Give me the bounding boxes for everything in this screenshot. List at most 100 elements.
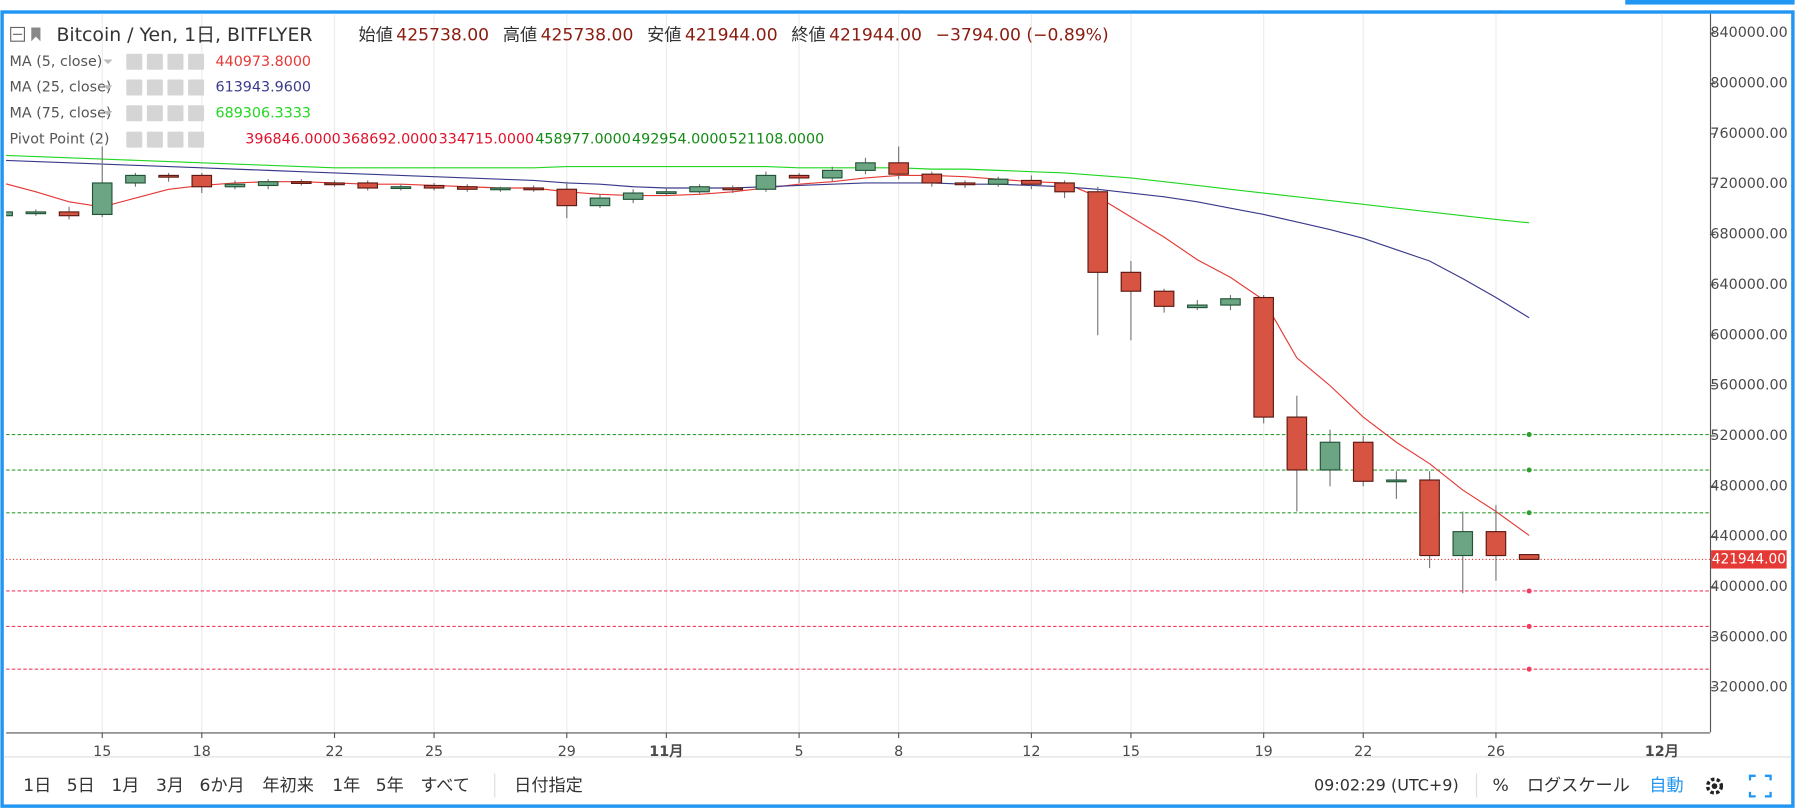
candle-body	[1187, 304, 1208, 309]
pivot-dot	[1526, 467, 1532, 473]
candle-body	[257, 181, 279, 187]
indicator-button[interactable]	[167, 105, 184, 122]
indicator-button[interactable]	[188, 79, 205, 96]
candle-body	[490, 187, 511, 191]
candle-body	[91, 182, 113, 216]
x-tick-label: 15	[93, 744, 111, 760]
indicator-button[interactable]	[188, 131, 205, 148]
candle-body	[456, 186, 478, 190]
y-tick-label: 680000.00	[1710, 227, 1787, 243]
candle-body	[855, 162, 876, 171]
candle-body	[324, 182, 345, 186]
candle-body	[888, 162, 909, 175]
indicator-button[interactable]	[126, 79, 143, 96]
pivot-dot	[1526, 623, 1532, 629]
indicator-button[interactable]	[126, 53, 143, 70]
ma-line	[6, 154, 1530, 224]
candle-body	[1220, 298, 1241, 306]
range-button[interactable]: 1年	[332, 776, 360, 796]
pivot-dot	[1526, 666, 1532, 672]
y-tick-label: 720000.00	[1710, 176, 1787, 192]
candle-body	[1253, 296, 1274, 418]
candle-body	[125, 174, 146, 184]
range-button[interactable]: 1月	[111, 776, 139, 796]
candle-body	[423, 184, 445, 189]
range-button[interactable]: すべて	[420, 776, 470, 796]
indicator-value: 613943.9600	[216, 80, 312, 96]
flag-icon[interactable]	[31, 27, 41, 42]
x-tick-label: 15	[1122, 744, 1140, 760]
indicator-button[interactable]	[167, 131, 184, 148]
settings-icon[interactable]	[1705, 777, 1724, 795]
log-button[interactable]: ログスケール	[1527, 776, 1630, 796]
candle-body	[291, 181, 312, 184]
candle-body	[788, 174, 810, 179]
indicator-button[interactable]	[146, 131, 163, 148]
pivot-dot	[1526, 432, 1532, 438]
y-tick-label: 800000.00	[1710, 76, 1787, 92]
y-tick-label: 560000.00	[1710, 378, 1787, 394]
symbol: Bitcoin / Yen, 1日, BITFLYER	[56, 24, 312, 46]
indicator-button[interactable]	[126, 105, 143, 122]
candle-body	[1518, 554, 1540, 560]
candle-body	[1352, 441, 1374, 482]
x-tick-label: 22	[1354, 744, 1372, 760]
indicator-button[interactable]	[167, 53, 184, 70]
date-button[interactable]: 日付指定	[514, 776, 583, 796]
candle-body	[656, 191, 677, 195]
candle-body	[1319, 441, 1341, 471]
pivot-value: 334715.0000	[439, 132, 535, 148]
fullscreen-icon[interactable]	[1748, 774, 1772, 798]
indicator-menu[interactable]	[103, 85, 113, 90]
ohlc-value: 425738.00	[541, 25, 634, 45]
ohlc-value: 425738.00	[396, 25, 489, 45]
candle-body	[1386, 479, 1407, 483]
indicator-button[interactable]	[167, 79, 184, 96]
candle-body	[1087, 191, 1109, 273]
ohlc-name: 終値	[791, 25, 825, 45]
candle-body	[556, 188, 578, 207]
x-tick-label: 19	[1255, 744, 1273, 760]
pivot-dot	[1526, 510, 1532, 516]
range-button[interactable]: 6か月	[199, 776, 244, 796]
candle-body	[523, 187, 544, 191]
indicator-button[interactable]	[146, 105, 163, 122]
pivot-value: 458977.0000	[535, 132, 631, 148]
clock: 09:02:29 (UTC+9)	[1314, 776, 1459, 795]
indicator-menu[interactable]	[103, 110, 113, 116]
pivot-value: 396846.0000	[245, 132, 341, 148]
indicator-button[interactable]	[146, 53, 163, 70]
candle-body	[1054, 182, 1075, 193]
indicator-menu[interactable]	[103, 59, 113, 65]
frame	[0, 10, 1795, 808]
indicator-name: MA (75, close)	[10, 105, 112, 121]
indicator-button[interactable]	[188, 105, 205, 122]
range-button[interactable]: 年初来	[262, 776, 313, 796]
indicator-button[interactable]	[146, 79, 163, 96]
collapse-icon[interactable]	[10, 26, 25, 42]
candle-body	[224, 183, 246, 188]
percent-button[interactable]: %	[1493, 776, 1509, 796]
indicator-button[interactable]	[188, 53, 205, 70]
ohlc-value: 421944.00	[685, 25, 778, 45]
candle-body	[1286, 416, 1308, 471]
candle-body	[1120, 271, 1142, 292]
indicator-button[interactable]	[126, 131, 143, 148]
candle-body	[589, 197, 611, 207]
candle-body	[1021, 179, 1042, 185]
x-tick-label: 22	[325, 744, 343, 760]
auto-button[interactable]: 自動	[1649, 776, 1683, 796]
candle-body	[390, 186, 412, 190]
x-tick-label: 29	[558, 744, 576, 760]
range-button[interactable]: 5年	[376, 776, 404, 796]
y-tick-label: 360000.00	[1710, 629, 1787, 645]
candle-body	[987, 178, 1009, 185]
ohlc-name: 始値	[359, 25, 393, 45]
y-tick-label: 640000.00	[1710, 277, 1787, 293]
candle-body	[25, 211, 47, 215]
range-button[interactable]: 3月	[156, 776, 184, 796]
range-button[interactable]: 1日	[23, 776, 51, 796]
y-tick-label: 440000.00	[1710, 529, 1787, 545]
y-tick-label: 400000.00	[1710, 579, 1787, 595]
range-button[interactable]: 5日	[67, 776, 95, 796]
